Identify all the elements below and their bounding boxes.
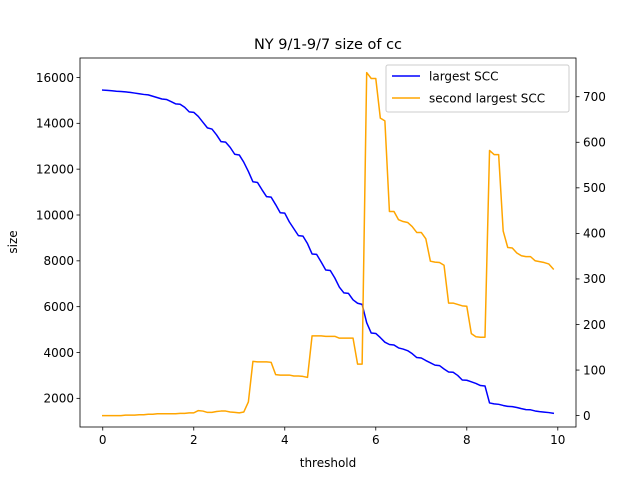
series-line-largest-scc [101, 89, 555, 415]
y-tick-label: 12000 [36, 162, 74, 176]
y2-tick-label: 400 [583, 227, 606, 241]
legend-label: largest SCC [429, 69, 499, 83]
x-tick-label: 4 [281, 433, 289, 447]
legend-box [385, 64, 570, 113]
x-tick-label: 10 [550, 433, 565, 447]
series-layer [101, 71, 555, 417]
y-axis-label: size [6, 230, 20, 253]
plot-frame [79, 57, 577, 428]
y-tick-label: 10000 [36, 208, 74, 222]
x-tick-label: 8 [463, 433, 471, 447]
legend-label: second largest SCC [429, 91, 545, 105]
y2-tick-label: 0 [583, 409, 591, 423]
y2-tick-label: 500 [583, 181, 606, 195]
series-line-second-largest-scc [102, 71, 555, 417]
y2-tick-label: 600 [583, 136, 606, 150]
y2-tick-label: 100 [583, 363, 606, 377]
y-tick-label: 4000 [43, 346, 74, 360]
axes-layer: 0 2 4 6 8 10200040006000800010000120001400016… [36, 57, 606, 447]
y-tick-label: 2000 [43, 392, 74, 406]
y-tick-label: 8000 [43, 254, 74, 268]
legend: largest SCC second largest SCC [385, 64, 570, 113]
y-tick-label: 16000 [36, 71, 74, 85]
y2-tick-label: 300 [583, 272, 606, 286]
y2-tick-label: 200 [583, 318, 606, 332]
x-tick-label: 2 [190, 433, 198, 447]
y-tick-label: 6000 [43, 300, 74, 314]
y-tick-label: 14000 [36, 117, 74, 131]
x-axis-label: threshold [300, 456, 357, 470]
x-tick-label: 6 [372, 433, 380, 447]
chart-title: NY 9/1-9/7 size of cc [254, 37, 402, 53]
x-tick-label: 0 [99, 433, 107, 447]
y2-tick-label: 700 [583, 90, 606, 104]
